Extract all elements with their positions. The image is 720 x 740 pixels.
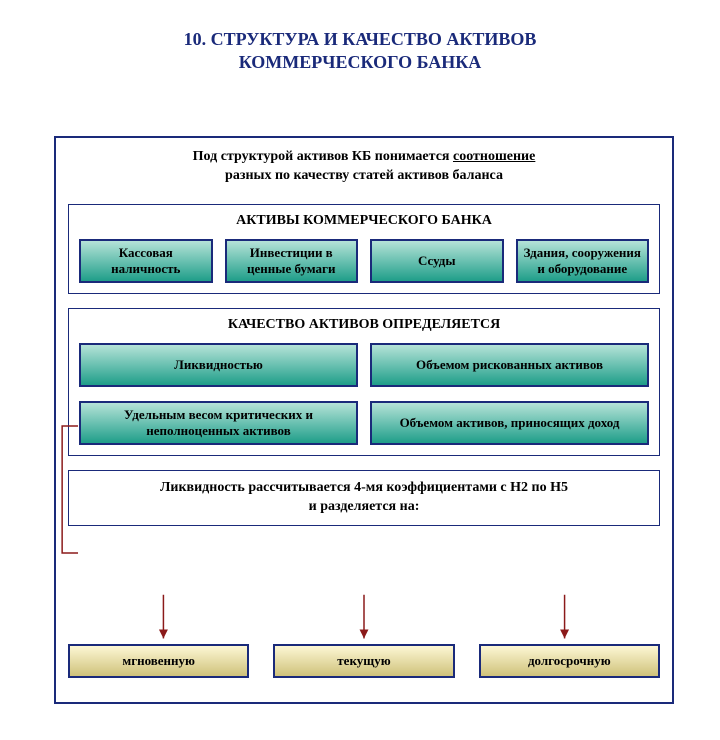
asset-box-1: Кассовая наличность — [79, 239, 213, 283]
liq-type-1: мгновенную — [68, 644, 249, 678]
panel-assets-title: АКТИВЫ КОММЕРЧЕСКОГО БАНКА — [79, 213, 649, 229]
asset-box-3: Ссуды — [370, 239, 504, 283]
quality-box-risk: Объемом рискованных активов — [370, 343, 649, 387]
definition-underlined: соотношение — [453, 149, 535, 164]
outer-frame: Под структурой активов КБ понимается соо… — [54, 136, 674, 704]
definition-tail: разных по качеству статей активов баланс… — [225, 168, 503, 183]
assets-row: Кассовая наличность Инвестиции в ценные … — [79, 239, 649, 283]
panel-quality-title: КАЧЕСТВО АКТИВОВ ОПРЕДЕЛЯЕТСЯ — [79, 317, 649, 333]
liquidity-types-row: мгновенную текущую долгосрочную — [68, 644, 660, 678]
definition-text: Под структурой активов КБ понимается соо… — [56, 138, 672, 198]
liq-type-3: долгосрочную — [479, 644, 660, 678]
quality-box-liquidity: Ликвидностью — [79, 343, 358, 387]
panel-quality: КАЧЕСТВО АКТИВОВ ОПРЕДЕЛЯЕТСЯ Ликвидност… — [68, 308, 660, 456]
liq-type-2: текущую — [273, 644, 454, 678]
asset-box-4: Здания, сооружения и оборудование — [516, 239, 650, 283]
panel-assets: АКТИВЫ КОММЕРЧЕСКОГО БАНКА Кассовая нали… — [68, 204, 660, 294]
page-title: 10. СТРУКТУРА И КАЧЕСТВО АКТИВОВ КОММЕРЧ… — [0, 28, 720, 73]
quality-row-1: Ликвидностью Объемом рискованных активов — [79, 343, 649, 387]
liq-line-1: Ликвидность рассчитывается 4-мя коэффици… — [160, 480, 568, 495]
liq-line-2: и разделяется на: — [309, 499, 420, 514]
liquidity-description: Ликвидность рассчитывается 4-мя коэффици… — [68, 470, 660, 526]
quality-box-income: Объемом активов, приносящих доход — [370, 401, 649, 445]
quality-box-critical: Удельным весом критических и неполноценн… — [79, 401, 358, 445]
title-line-2: КОММЕРЧЕСКОГО БАНКА — [239, 52, 482, 72]
title-line-1: 10. СТРУКТУРА И КАЧЕСТВО АКТИВОВ — [184, 29, 537, 49]
definition-lead: Под структурой активов КБ понимается — [193, 149, 453, 164]
asset-box-2: Инвестиции в ценные бумаги — [225, 239, 359, 283]
quality-row-2: Удельным весом критических и неполноценн… — [79, 401, 649, 445]
